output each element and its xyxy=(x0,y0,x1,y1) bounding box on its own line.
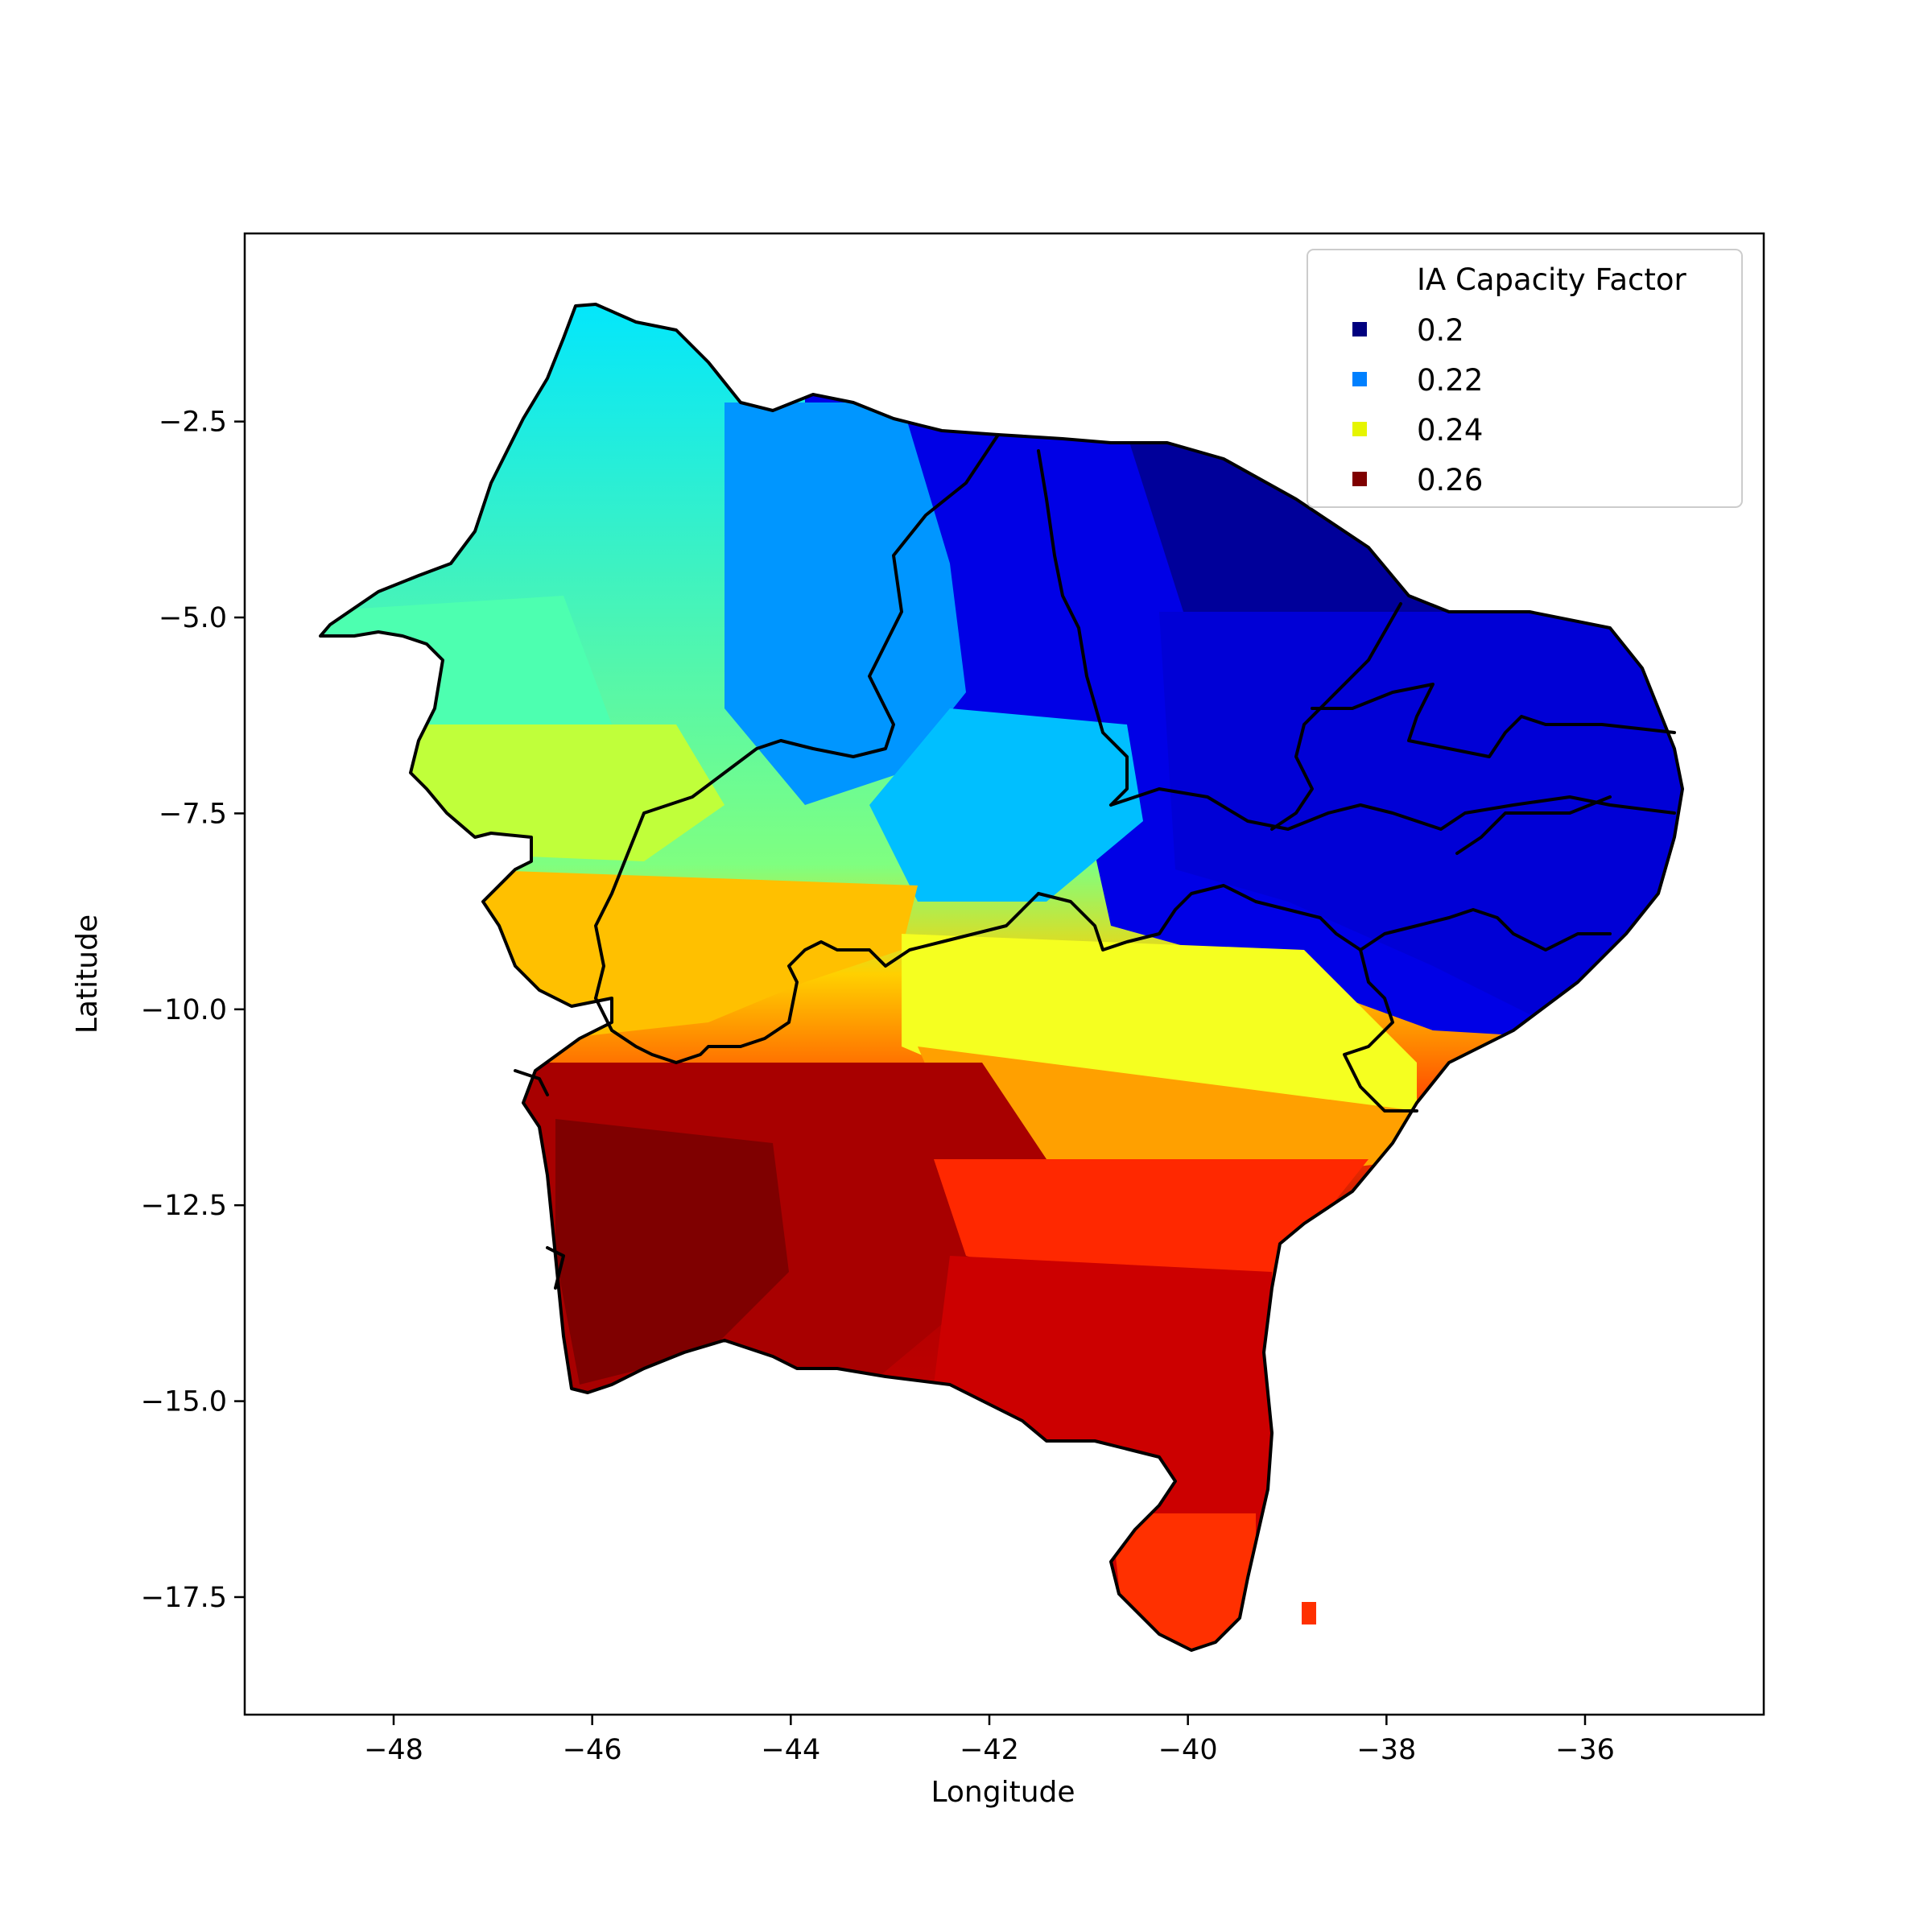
boundary-pe-al xyxy=(1455,795,1612,855)
y-tick-label: −10.0 xyxy=(141,994,227,1026)
boundary-bahia-pe xyxy=(1037,884,1612,952)
axes-frame xyxy=(243,232,1765,1716)
legend-entries: 0.2 0.22 0.24 0.26 xyxy=(1352,313,1483,497)
x-tick-label: −48 xyxy=(364,1734,423,1766)
legend-swatch xyxy=(1352,422,1367,436)
legend-label: 0.24 xyxy=(1417,413,1483,448)
boundary-rn-pb xyxy=(1311,683,1676,758)
legend-label: 0.26 xyxy=(1417,463,1483,497)
legend-swatch xyxy=(1352,372,1367,386)
x-tick-label: −40 xyxy=(1158,1734,1218,1766)
x-tick-label: −42 xyxy=(960,1734,1019,1766)
boundary-ceara-rn-pb xyxy=(1109,787,1676,831)
heatmap-orange-east xyxy=(918,1046,1417,1175)
state-boundaries xyxy=(319,303,1684,1652)
legend-label: 0.22 xyxy=(1417,363,1483,398)
boundary-al-se xyxy=(1343,948,1418,1113)
boundary-piaui-ceara xyxy=(1037,449,1129,807)
x-tick-label: −36 xyxy=(1555,1734,1615,1766)
heatmap-mid-lightblue xyxy=(724,402,966,805)
boundary-maranhao-piaui xyxy=(594,433,1000,1000)
x-tick-label: −38 xyxy=(1356,1734,1416,1766)
heatmap-east-blue xyxy=(1159,612,1682,1014)
legend-title: IA Capacity Factor xyxy=(1417,262,1686,297)
heatmap-orange-band xyxy=(467,869,918,1038)
y-tick-label: −2.5 xyxy=(159,407,227,439)
legend: IA Capacity Factor 0.2 0.22 0.24 0.26 xyxy=(1307,249,1743,508)
x-axis: −48 −46 −44 −42 −40 −38 −36 xyxy=(364,1715,1615,1766)
boundary-bahia-south xyxy=(546,1246,565,1290)
y-tick-label: −7.5 xyxy=(159,798,227,830)
legend-label: 0.2 xyxy=(1417,313,1464,348)
x-axis-title: Longitude xyxy=(931,1776,1075,1809)
y-tick-label: −15.0 xyxy=(141,1386,227,1418)
y-tick-label: −5.0 xyxy=(159,602,227,634)
offshore-pixel xyxy=(1302,1602,1316,1624)
heatmap-darkred-core xyxy=(555,1119,789,1385)
y-tick-label: −12.5 xyxy=(141,1190,227,1222)
x-tick-label: −44 xyxy=(761,1734,820,1766)
boundary-bahia-north xyxy=(594,892,1040,1064)
y-axis: −2.5 −5.0 −7.5 −10.0 −12.5 −15.0 −17.5 xyxy=(141,407,245,1614)
boundary-rn xyxy=(1270,602,1402,831)
legend-swatch xyxy=(1352,322,1367,336)
boundary-bahia-west xyxy=(514,1069,549,1096)
legend-box xyxy=(1307,249,1743,508)
x-tick-label: −46 xyxy=(563,1734,622,1766)
region-outline xyxy=(319,303,1684,1652)
y-tick-label: −17.5 xyxy=(141,1582,227,1614)
y-axis-title: Latitude xyxy=(71,914,104,1034)
heatmap-central-cyan xyxy=(869,708,1143,902)
legend-swatch xyxy=(1352,472,1367,486)
